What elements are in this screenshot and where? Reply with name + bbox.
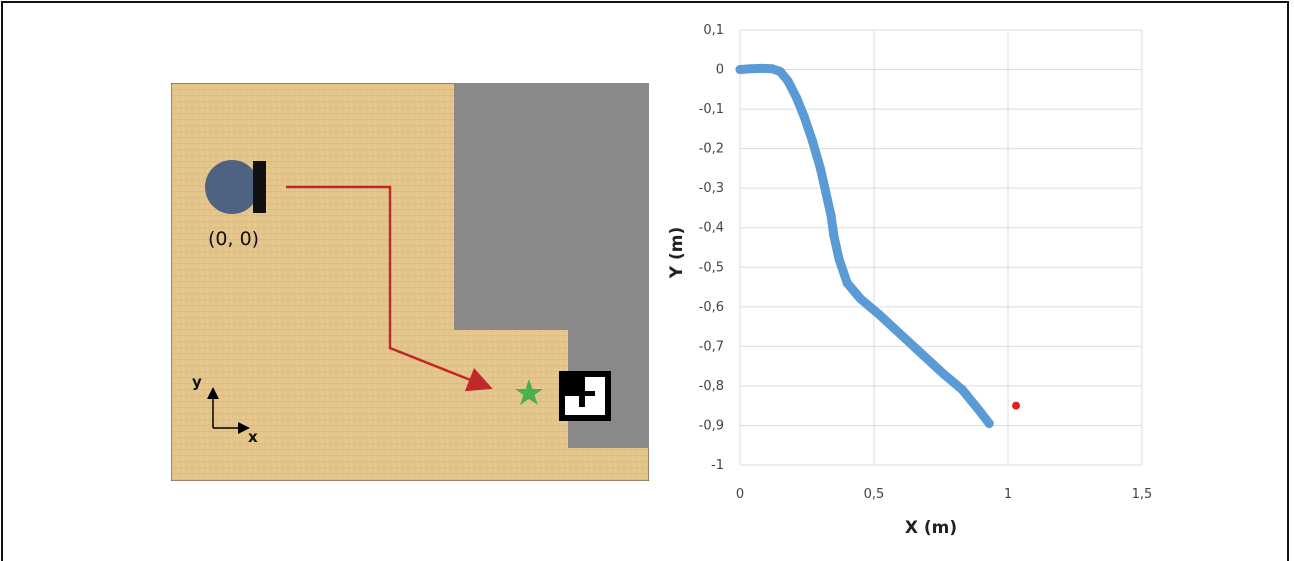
trajectory-point — [791, 92, 801, 102]
y-tick-label: 0 — [716, 63, 724, 78]
y-tick-label: -1 — [711, 458, 724, 473]
x-tick-label: 1 — [1004, 487, 1012, 502]
planned-path — [286, 185, 493, 392]
aruco-marker-icon — [559, 371, 611, 421]
y-tick-label: -0,6 — [699, 300, 724, 315]
trajectory-point — [815, 163, 825, 173]
robot-icon — [205, 160, 266, 214]
y-tick-label: -0,4 — [699, 221, 724, 236]
environment-map — [171, 83, 649, 481]
x-axis-title: X (m) — [905, 518, 957, 538]
y-tick-label: 0,1 — [703, 23, 724, 38]
trajectory-point — [799, 112, 809, 122]
trajectory-point — [917, 349, 927, 359]
x-tick-label: 0,5 — [864, 487, 885, 502]
trajectory-point — [829, 231, 839, 241]
y-axis-title: Y (m) — [667, 227, 687, 279]
trajectory-point — [826, 211, 836, 221]
y-tick-label: -0,5 — [699, 260, 724, 275]
trajectory-point — [807, 136, 817, 146]
trajectory-point — [735, 65, 745, 75]
map-canvas — [171, 83, 649, 481]
trajectory-point — [767, 64, 777, 74]
y-tick-label: -0,7 — [699, 339, 724, 354]
axes-icon — [207, 387, 250, 434]
origin-label: (0, 0) — [208, 228, 260, 250]
map-axis-y-label: y — [192, 373, 202, 391]
trajectory-point — [874, 310, 884, 320]
trajectory-point — [756, 63, 766, 73]
trajectory-point — [746, 64, 756, 74]
y-tick-label: -0,1 — [699, 102, 724, 117]
trajectory-point — [984, 418, 994, 428]
x-tick-label: 1,5 — [1132, 487, 1153, 502]
trajectory-point — [775, 67, 785, 77]
map-axis-x-label: x — [248, 428, 258, 446]
trajectory-point — [842, 278, 852, 288]
trajectory-point — [957, 385, 967, 395]
goal-point — [1012, 401, 1021, 410]
y-tick-label: -0,3 — [699, 181, 724, 196]
trajectory-series-line — [735, 63, 994, 428]
trajectory-point — [821, 187, 831, 197]
wall-obstacle — [454, 83, 649, 448]
trajectory-point — [834, 254, 844, 264]
trajectory-plot: 0,1 0 -0,1 -0,2 -0,3 -0,4 -0,5 -0,6 -0,7 -0,8 -0,9… — [640, 10, 1200, 550]
y-tick-label: -0,2 — [699, 142, 724, 157]
trajectory-point — [783, 76, 793, 86]
trajectory-point — [974, 405, 984, 415]
goal-star-icon — [515, 379, 543, 405]
plot-canvas: 0,1 0 -0,1 -0,2 -0,3 -0,4 -0,5 -0,6 -0,7 -0,8 -0,9… — [667, 23, 1153, 538]
trajectory-point — [856, 294, 866, 304]
y-tick-label: -0,9 — [699, 418, 724, 433]
y-tick-label: -0,8 — [699, 379, 724, 394]
x-tick-label: 0 — [736, 487, 744, 502]
trajectory-point — [896, 330, 906, 339]
trajectory-point — [939, 369, 949, 379]
